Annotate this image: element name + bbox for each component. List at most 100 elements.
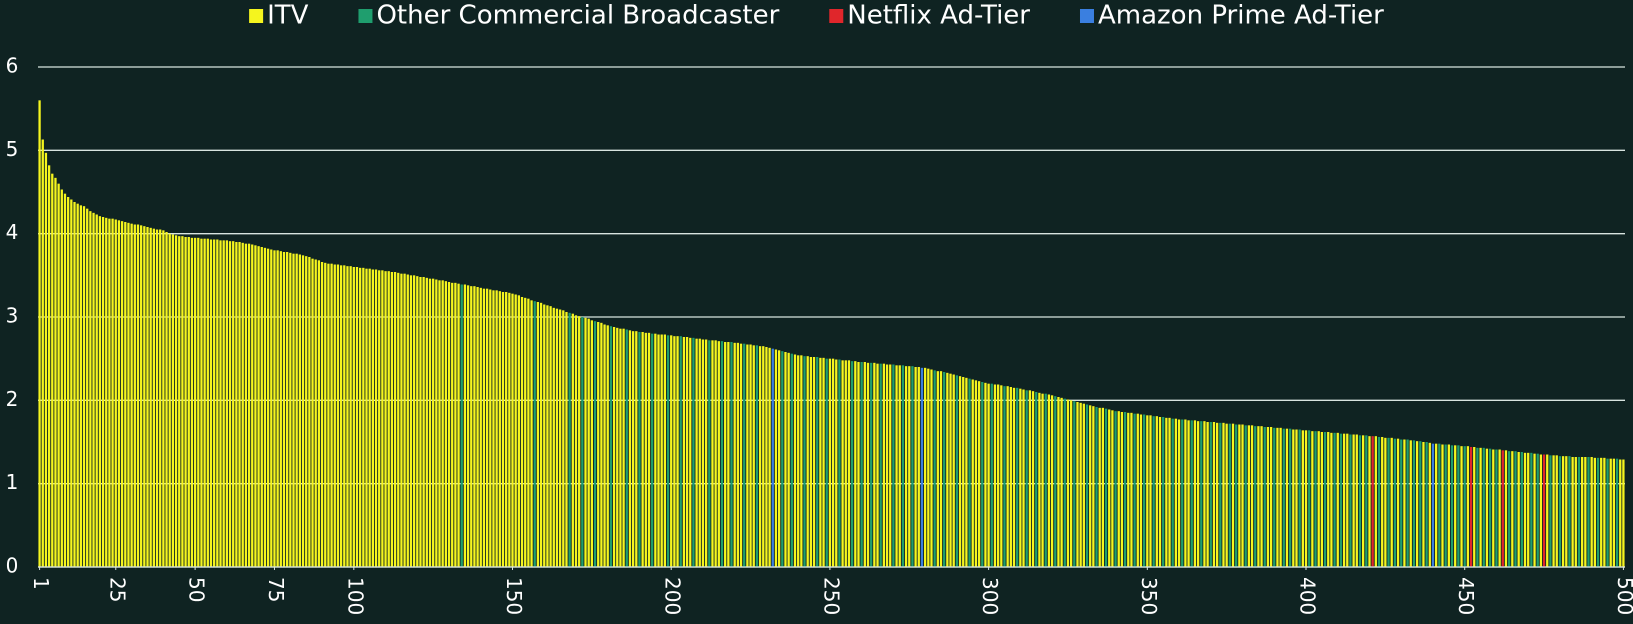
legend-swatch: [249, 9, 264, 23]
bar: [1209, 422, 1212, 567]
bar: [454, 282, 457, 567]
bar: [485, 288, 489, 567]
bar: [774, 349, 778, 567]
bar: [1181, 419, 1184, 567]
bar: [324, 262, 327, 567]
bar: [1295, 429, 1298, 567]
legend-swatch: [358, 9, 373, 23]
x-tick-label: 350: [1137, 577, 1161, 615]
bar: [286, 252, 289, 567]
bar: [247, 243, 251, 567]
bar: [517, 295, 521, 567]
bar: [809, 357, 813, 567]
bar: [1479, 447, 1482, 567]
bar: [425, 277, 428, 567]
bar: [1476, 447, 1479, 567]
x-tick-label: 50: [185, 577, 209, 602]
bar: [152, 228, 155, 567]
bar: [457, 283, 460, 567]
bar: [1517, 452, 1520, 567]
bar: [1330, 432, 1333, 567]
bar: [962, 377, 965, 567]
bar: [1460, 446, 1463, 567]
bar: [873, 362, 876, 567]
bar: [1104, 408, 1108, 567]
bar: [1546, 454, 1549, 567]
bar: [749, 344, 752, 567]
bar: [933, 370, 936, 567]
bar: [1584, 457, 1587, 567]
bar: [343, 265, 346, 567]
bar: [682, 337, 686, 567]
bar: [76, 203, 79, 567]
bar: [1190, 420, 1193, 567]
bar: [1492, 449, 1495, 567]
bar: [1057, 397, 1060, 567]
bar: [1577, 457, 1581, 567]
bar: [127, 222, 130, 568]
bar: [527, 298, 530, 567]
bar: [1311, 431, 1314, 567]
bar: [1117, 411, 1120, 567]
bar: [1263, 427, 1266, 567]
bar: [216, 239, 219, 567]
bar: [1292, 429, 1295, 567]
bar: [466, 285, 470, 567]
bar: [917, 367, 920, 567]
bar: [1019, 388, 1022, 567]
x-tick-label: 150: [502, 577, 526, 615]
bar: [771, 348, 774, 567]
bar: [520, 297, 524, 567]
bar: [270, 249, 273, 567]
bar: [1171, 418, 1174, 567]
bar: [1590, 457, 1593, 567]
bar: [266, 248, 270, 567]
bar: [1066, 399, 1070, 567]
bar: [1381, 437, 1384, 567]
bar: [1568, 456, 1571, 567]
bar: [1403, 439, 1406, 567]
bar: [140, 225, 143, 568]
bar: [355, 267, 359, 567]
bar: [847, 360, 851, 567]
bar: [1615, 458, 1619, 567]
bar: [1336, 432, 1339, 567]
bar: [1409, 440, 1412, 567]
bar: [238, 242, 241, 567]
bar: [701, 339, 705, 567]
bar: [1092, 406, 1095, 567]
bar: [479, 287, 482, 567]
bar: [1250, 425, 1254, 567]
bar: [327, 263, 330, 567]
bar: [501, 292, 505, 567]
bar: [1581, 457, 1584, 567]
bar: [666, 335, 670, 567]
bar: [181, 236, 184, 567]
bar: [320, 262, 324, 567]
bar: [793, 354, 797, 567]
bar: [1241, 424, 1244, 567]
bar: [1003, 386, 1006, 567]
bar: [730, 342, 733, 567]
bar: [844, 360, 847, 567]
bar: [435, 279, 438, 567]
bar: [952, 374, 955, 567]
bar: [597, 322, 600, 567]
bar: [1165, 417, 1168, 567]
bar: [143, 226, 146, 567]
bar: [89, 211, 92, 567]
bar: [505, 292, 508, 567]
bar: [1279, 427, 1282, 567]
bar: [1212, 422, 1216, 567]
bar: [1619, 459, 1622, 567]
bar: [1298, 429, 1301, 567]
bar: [1130, 412, 1133, 567]
bar: [409, 275, 413, 567]
bar: [1076, 402, 1079, 567]
bar: [1574, 457, 1577, 567]
bar: [908, 366, 911, 567]
bar: [1184, 419, 1187, 567]
bar: [981, 382, 984, 567]
bar: [79, 205, 82, 568]
bar: [222, 240, 225, 568]
